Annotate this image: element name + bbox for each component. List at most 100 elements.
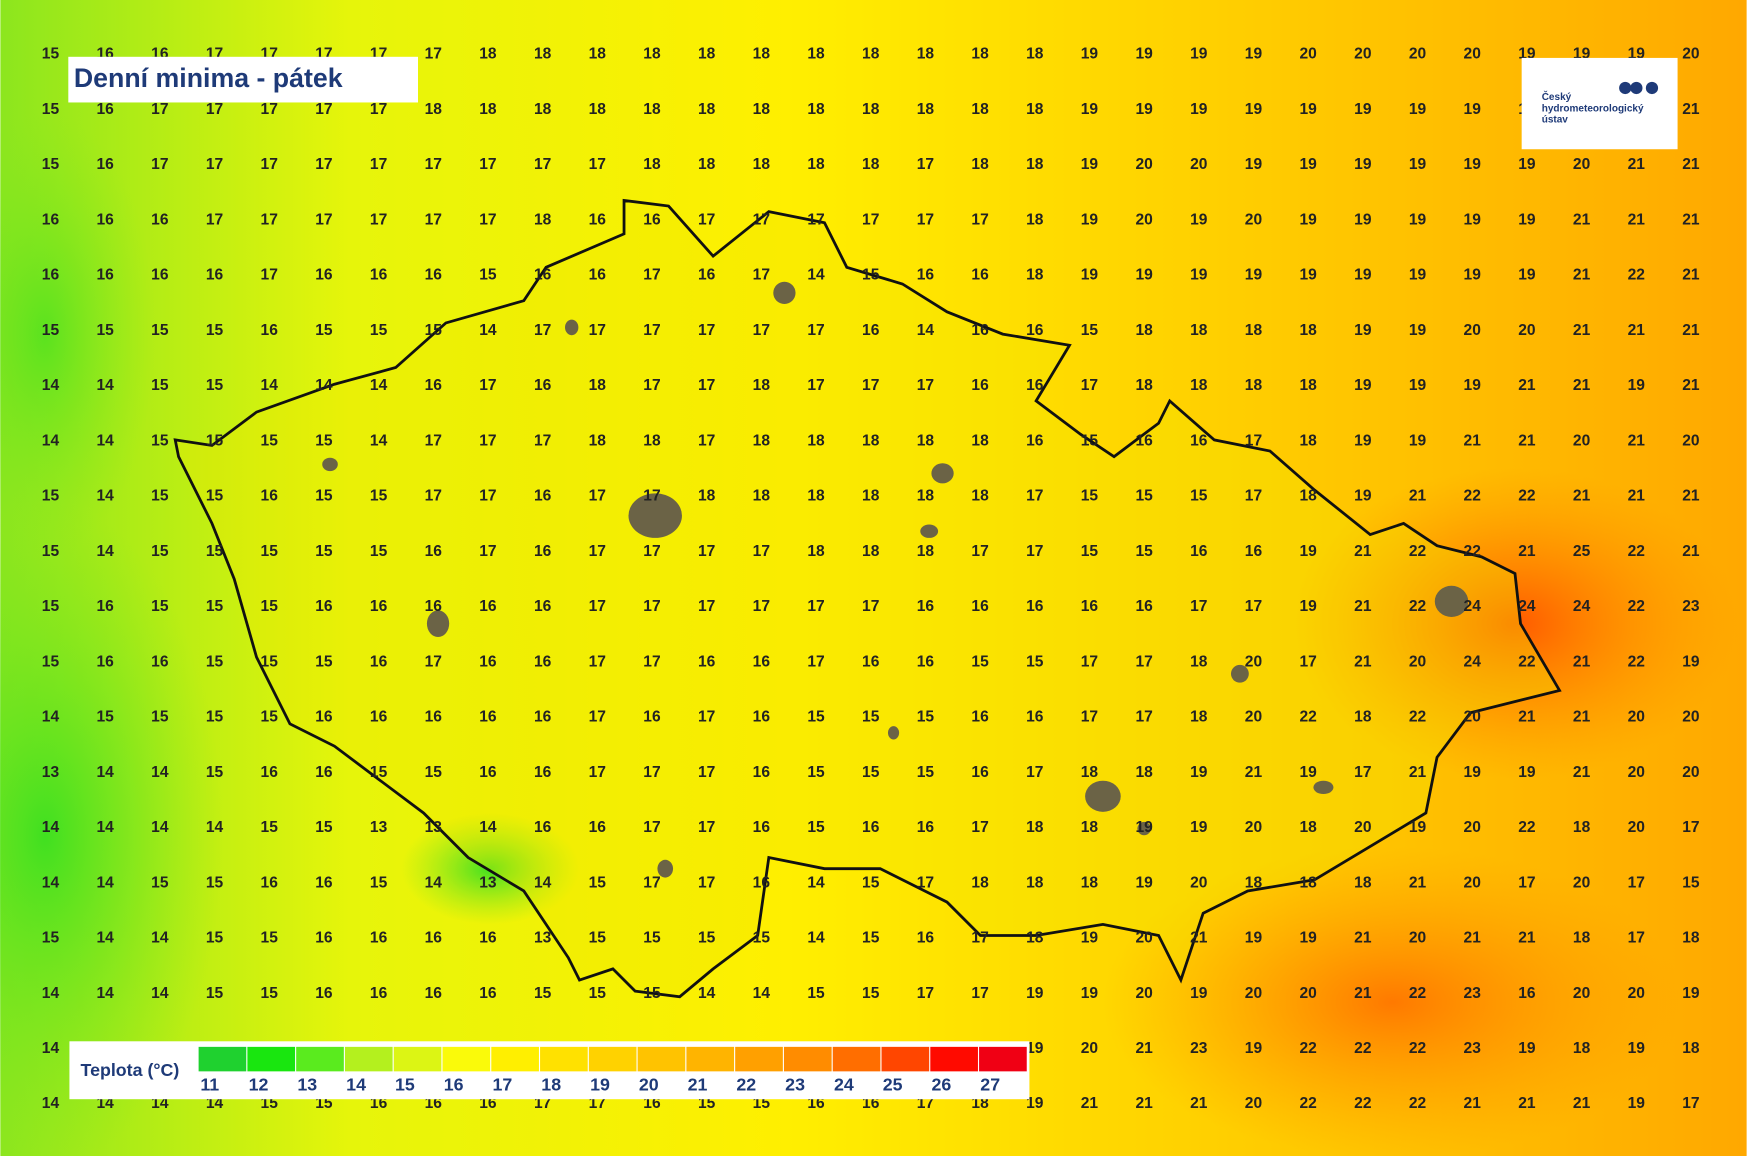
grid-value: 21 bbox=[1190, 1095, 1208, 1112]
grid-value: 16 bbox=[479, 598, 497, 615]
grid-value: 14 bbox=[97, 488, 115, 505]
grid-value: 21 bbox=[1135, 1095, 1153, 1112]
grid-value: 15 bbox=[315, 543, 333, 560]
grid-value: 17 bbox=[753, 267, 770, 284]
grid-value: 20 bbox=[1135, 211, 1153, 228]
grid-value: 15 bbox=[917, 764, 935, 781]
legend-label: 27 bbox=[980, 1075, 1000, 1095]
grid-value: 21 bbox=[1354, 598, 1372, 615]
grid-value: 19 bbox=[1518, 1040, 1536, 1057]
grid-value: 17 bbox=[917, 874, 934, 891]
grid-value: 15 bbox=[643, 985, 661, 1002]
grid-value: 19 bbox=[1026, 985, 1044, 1002]
grid-value: 17 bbox=[589, 598, 606, 615]
grid-value: 21 bbox=[1628, 156, 1646, 173]
grid-value: 24 bbox=[1573, 598, 1591, 615]
grid-value: 17 bbox=[261, 211, 278, 228]
grid-value: 15 bbox=[151, 432, 169, 449]
grid-value: 19 bbox=[1409, 156, 1427, 173]
grid-value: 17 bbox=[589, 488, 606, 505]
grid-value: 18 bbox=[1682, 930, 1700, 947]
grid-value: 22 bbox=[1628, 267, 1646, 284]
grid-value: 16 bbox=[151, 267, 169, 284]
grid-value: 20 bbox=[1245, 653, 1263, 670]
grid-value: 21 bbox=[1573, 764, 1591, 781]
grid-value: 18 bbox=[862, 101, 880, 118]
grid-value: 15 bbox=[370, 543, 388, 560]
value-grid: 15 16 16 17 17 17 17 17 18 18 18 18 18 18 18 18 18 18 18 19… bbox=[42, 46, 1700, 1113]
grid-value: 19 bbox=[1081, 101, 1099, 118]
grid-value: 19 bbox=[1682, 985, 1700, 1002]
grid-value: 16 bbox=[1081, 598, 1099, 615]
grid-value: 14 bbox=[97, 874, 115, 891]
legend-label: 23 bbox=[785, 1075, 805, 1095]
grid-value: 17 bbox=[1628, 930, 1645, 947]
grid-value: 17 bbox=[1190, 598, 1207, 615]
grid-value: 21 bbox=[1135, 1040, 1153, 1057]
grid-value: 18 bbox=[534, 101, 552, 118]
grid-value: 18 bbox=[1300, 377, 1318, 394]
grid-value: 20 bbox=[1682, 709, 1700, 726]
grid-value: 15 bbox=[698, 1095, 716, 1112]
grid-value: 15 bbox=[753, 1095, 771, 1112]
grid-value: 16 bbox=[534, 764, 552, 781]
legend-swatch bbox=[588, 1046, 637, 1072]
grid-value: 15 bbox=[862, 930, 880, 947]
country-border bbox=[173, 198, 1562, 999]
grid-value: 15 bbox=[261, 709, 279, 726]
grid-value: 17 bbox=[807, 598, 824, 615]
grid-value: 21 bbox=[1682, 322, 1700, 339]
grid-value: 22 bbox=[1518, 488, 1536, 505]
grid-value: 15 bbox=[206, 709, 224, 726]
grid-value: 18 bbox=[971, 1095, 989, 1112]
grid-value: 21 bbox=[1682, 488, 1700, 505]
grid-value: 19 bbox=[1081, 267, 1099, 284]
legend-swatch bbox=[344, 1046, 393, 1072]
grid-value: 15 bbox=[589, 874, 607, 891]
grid-value: 14 bbox=[97, 985, 115, 1002]
grid-value: 19 bbox=[1409, 819, 1427, 836]
grid-value: 18 bbox=[1190, 709, 1208, 726]
grid-value: 16 bbox=[425, 377, 443, 394]
grid-value: 17 bbox=[643, 267, 660, 284]
grid-value: 20 bbox=[1354, 819, 1372, 836]
grid-value: 19 bbox=[1135, 819, 1153, 836]
grid-value: 17 bbox=[370, 211, 387, 228]
grid-value: 19 bbox=[1409, 211, 1427, 228]
grid-value: 17 bbox=[862, 211, 879, 228]
legend-swatch bbox=[735, 1046, 783, 1072]
grid-value: 18 bbox=[753, 46, 771, 63]
grid-value: 16 bbox=[1026, 377, 1044, 394]
grid-value: 16 bbox=[534, 488, 552, 505]
grid-value: 17 bbox=[1300, 653, 1317, 670]
grid-value: 19 bbox=[1409, 432, 1427, 449]
grid-value: 15 bbox=[862, 985, 880, 1002]
grid-value: 19 bbox=[1409, 377, 1427, 394]
grid-value: 16 bbox=[589, 211, 607, 228]
grid-value: 21 bbox=[1628, 322, 1646, 339]
grid-value: 17 bbox=[807, 322, 824, 339]
grid-value: 19 bbox=[1354, 322, 1372, 339]
grid-value: 19 bbox=[1081, 46, 1099, 63]
grid-value: 15 bbox=[206, 377, 224, 394]
grid-value: 19 bbox=[1464, 101, 1482, 118]
grid-value: 19 bbox=[1300, 211, 1318, 228]
grid-value: 18 bbox=[1300, 488, 1318, 505]
grid-value: 16 bbox=[479, 930, 497, 947]
grid-value: 19 bbox=[1300, 156, 1318, 173]
grid-value: 17 bbox=[534, 1095, 551, 1112]
grid-value: 17 bbox=[643, 488, 660, 505]
legend-swatch bbox=[393, 1046, 442, 1072]
grid-value: 15 bbox=[315, 488, 333, 505]
grid-value: 18 bbox=[1026, 930, 1044, 947]
grid-value: 17 bbox=[425, 488, 442, 505]
grid-value: 17 bbox=[1245, 488, 1262, 505]
grid-value: 15 bbox=[42, 322, 60, 339]
grid-value: 21 bbox=[1354, 985, 1372, 1002]
legend-label: 12 bbox=[249, 1075, 269, 1095]
grid-value: 17 bbox=[643, 598, 660, 615]
legend-label: 11 bbox=[200, 1075, 219, 1095]
grid-value: 17 bbox=[917, 211, 934, 228]
grid-value: 19 bbox=[1518, 156, 1536, 173]
grid-value: 16 bbox=[370, 267, 388, 284]
